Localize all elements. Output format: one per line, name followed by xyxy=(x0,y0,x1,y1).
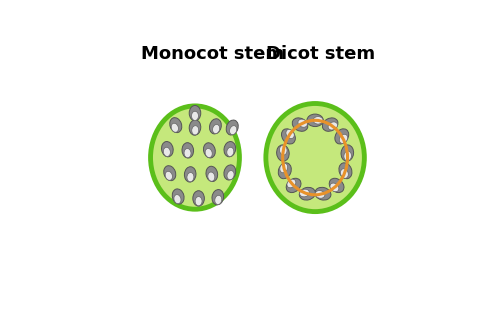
Ellipse shape xyxy=(224,142,235,157)
Ellipse shape xyxy=(340,134,347,144)
Ellipse shape xyxy=(210,119,222,134)
Ellipse shape xyxy=(287,179,296,188)
Text: Dicot stem: Dicot stem xyxy=(266,45,375,63)
Ellipse shape xyxy=(341,145,353,161)
Ellipse shape xyxy=(193,191,204,206)
Ellipse shape xyxy=(230,126,237,134)
Ellipse shape xyxy=(164,147,170,156)
Ellipse shape xyxy=(184,149,191,158)
Ellipse shape xyxy=(322,118,338,131)
Ellipse shape xyxy=(227,171,234,180)
Ellipse shape xyxy=(292,118,308,131)
Ellipse shape xyxy=(278,163,291,179)
Ellipse shape xyxy=(215,195,222,204)
Ellipse shape xyxy=(339,163,352,179)
Ellipse shape xyxy=(150,106,240,209)
Ellipse shape xyxy=(189,120,201,135)
Ellipse shape xyxy=(189,105,201,121)
Ellipse shape xyxy=(298,119,308,127)
Ellipse shape xyxy=(282,129,296,144)
Ellipse shape xyxy=(182,143,194,158)
Ellipse shape xyxy=(286,178,301,193)
Ellipse shape xyxy=(300,189,310,197)
Ellipse shape xyxy=(344,151,352,161)
Text: Monocot stem: Monocot stem xyxy=(141,45,284,63)
Ellipse shape xyxy=(162,142,173,157)
Ellipse shape xyxy=(286,129,294,139)
Ellipse shape xyxy=(205,149,212,158)
Ellipse shape xyxy=(307,114,324,127)
Ellipse shape xyxy=(171,123,178,132)
Ellipse shape xyxy=(266,104,364,212)
Ellipse shape xyxy=(226,120,238,135)
Ellipse shape xyxy=(330,183,339,192)
Ellipse shape xyxy=(335,129,348,144)
Ellipse shape xyxy=(329,178,344,193)
Ellipse shape xyxy=(276,145,289,161)
Ellipse shape xyxy=(224,165,235,180)
Ellipse shape xyxy=(172,189,184,204)
Ellipse shape xyxy=(204,143,216,158)
Ellipse shape xyxy=(174,195,181,204)
Ellipse shape xyxy=(192,126,198,135)
Ellipse shape xyxy=(206,166,218,182)
Ellipse shape xyxy=(280,163,287,173)
Ellipse shape xyxy=(164,166,176,181)
Ellipse shape xyxy=(300,187,316,200)
Ellipse shape xyxy=(227,147,234,156)
Ellipse shape xyxy=(313,117,323,124)
Ellipse shape xyxy=(192,111,198,120)
Ellipse shape xyxy=(184,167,196,182)
Ellipse shape xyxy=(212,190,224,205)
Ellipse shape xyxy=(165,171,172,180)
Ellipse shape xyxy=(328,122,338,130)
Ellipse shape xyxy=(315,191,325,198)
Ellipse shape xyxy=(195,197,202,206)
Ellipse shape xyxy=(208,172,215,181)
Ellipse shape xyxy=(340,169,348,178)
Ellipse shape xyxy=(280,145,287,155)
Ellipse shape xyxy=(315,187,331,200)
Ellipse shape xyxy=(170,118,182,133)
Ellipse shape xyxy=(212,124,220,134)
Ellipse shape xyxy=(187,173,194,182)
